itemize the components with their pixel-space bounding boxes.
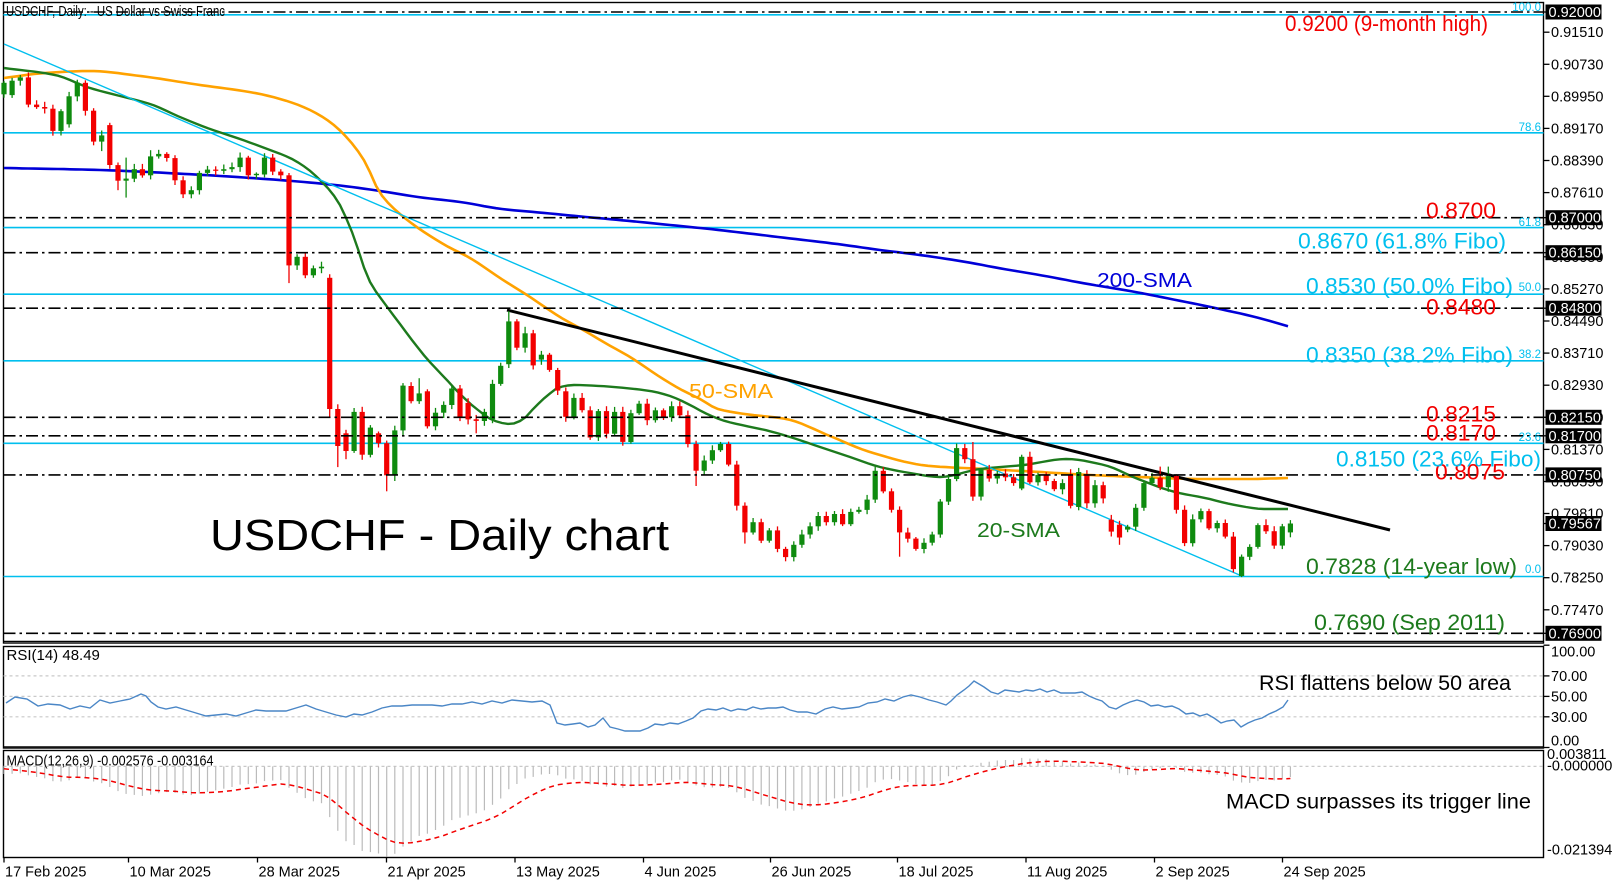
svg-text:0.79030: 0.79030	[1551, 539, 1603, 555]
svg-text:0.8530 (50.0% Fibo): 0.8530 (50.0% Fibo)	[1306, 274, 1513, 299]
svg-text:0.84800: 0.84800	[1549, 301, 1601, 317]
svg-text:0.83710: 0.83710	[1551, 346, 1603, 362]
svg-text:0.89170: 0.89170	[1551, 121, 1603, 137]
svg-text:0.89950: 0.89950	[1551, 89, 1603, 105]
svg-text:USDCHF, Daily: - US Dollar vs: USDCHF, Daily: - US Dollar vs Swiss Fran…	[6, 3, 225, 20]
svg-text:0.87610: 0.87610	[1551, 186, 1603, 202]
svg-text:0.76900: 0.76900	[1549, 626, 1601, 642]
svg-text:17 Feb 2025: 17 Feb 2025	[5, 865, 86, 881]
svg-text:0.82930: 0.82930	[1551, 378, 1603, 394]
svg-text:23.6: 23.6	[1519, 432, 1541, 444]
svg-text:0.8215: 0.8215	[1426, 402, 1496, 427]
svg-text:50-SMA: 50-SMA	[689, 380, 773, 403]
svg-text:0.81370: 0.81370	[1551, 442, 1603, 458]
svg-text:0.85270: 0.85270	[1551, 282, 1603, 298]
svg-text:0.90730: 0.90730	[1551, 57, 1603, 73]
svg-text:24 Sep 2025: 24 Sep 2025	[1284, 865, 1366, 881]
svg-text:78.6: 78.6	[1519, 122, 1541, 134]
svg-text:0.8075: 0.8075	[1435, 459, 1505, 484]
svg-text:10 Mar 2025: 10 Mar 2025	[130, 865, 211, 881]
svg-text:28 Mar 2025: 28 Mar 2025	[259, 865, 340, 881]
svg-text:MACD surpasses its trigger lin: MACD surpasses its trigger line	[1226, 790, 1531, 814]
svg-text:0.7690 (Sep 2011): 0.7690 (Sep 2011)	[1314, 610, 1505, 635]
svg-text:0.91510: 0.91510	[1551, 25, 1603, 41]
svg-text:26 Jun 2025: 26 Jun 2025	[772, 865, 852, 881]
svg-text:61.8: 61.8	[1519, 217, 1541, 229]
svg-text:0.8150 (23.6% Fibo): 0.8150 (23.6% Fibo)	[1336, 447, 1541, 472]
svg-text:0.9200 (9-month high): 0.9200 (9-month high)	[1285, 11, 1488, 36]
svg-text:0.78250: 0.78250	[1551, 571, 1603, 587]
svg-text:2 Sep 2025: 2 Sep 2025	[1156, 865, 1230, 881]
svg-text:50.0: 50.0	[1519, 282, 1541, 294]
svg-text:0.82150: 0.82150	[1549, 410, 1601, 426]
svg-text:0.003811: 0.003811	[1547, 747, 1606, 763]
svg-text:13 May 2025: 13 May 2025	[516, 865, 600, 881]
svg-text:0.87000: 0.87000	[1549, 211, 1601, 227]
svg-text:RSI flattens below 50 area: RSI flattens below 50 area	[1259, 671, 1511, 695]
svg-text:MACD(12,26,9) -0.002576 -0.003: MACD(12,26,9) -0.002576 -0.003164	[7, 753, 214, 770]
svg-text:0.79567: 0.79567	[1549, 517, 1601, 533]
svg-text:0.0: 0.0	[1525, 564, 1541, 576]
svg-text:0.84490: 0.84490	[1551, 314, 1603, 330]
svg-text:0.8480: 0.8480	[1426, 295, 1496, 320]
svg-text:100.00: 100.00	[1551, 645, 1595, 661]
svg-text:0.7828 (14-year low): 0.7828 (14-year low)	[1306, 554, 1517, 579]
svg-text:0.81700: 0.81700	[1549, 429, 1601, 445]
svg-text:20-SMA: 20-SMA	[977, 519, 1060, 542]
svg-text:0.8700: 0.8700	[1426, 198, 1496, 223]
svg-text:0.8170: 0.8170	[1426, 420, 1496, 445]
svg-text:0.88390: 0.88390	[1551, 154, 1603, 170]
svg-text:18 Jul 2025: 18 Jul 2025	[899, 865, 974, 881]
svg-text:-0.021394: -0.021394	[1547, 843, 1612, 859]
svg-text:4 Jun 2025: 4 Jun 2025	[645, 865, 717, 881]
svg-text:30.00: 30.00	[1551, 710, 1587, 726]
svg-text:50.00: 50.00	[1551, 690, 1587, 706]
svg-text:0.92000: 0.92000	[1549, 5, 1601, 21]
svg-text:0.8670 (61.8% Fibo): 0.8670 (61.8% Fibo)	[1298, 228, 1506, 253]
svg-text:0.86150: 0.86150	[1549, 246, 1601, 262]
svg-text:0.77470: 0.77470	[1551, 603, 1603, 619]
svg-text:0.80750: 0.80750	[1549, 468, 1601, 484]
svg-text:38.2: 38.2	[1519, 349, 1541, 361]
svg-text:21 Apr 2025: 21 Apr 2025	[388, 865, 466, 881]
svg-text:-0.000000: -0.000000	[1547, 759, 1612, 775]
svg-text:RSI(14) 48.49: RSI(14) 48.49	[7, 647, 100, 664]
svg-text:0.8350 (38.2% Fibo): 0.8350 (38.2% Fibo)	[1306, 343, 1513, 368]
svg-text:11 Aug 2025: 11 Aug 2025	[1027, 865, 1107, 881]
svg-text:USDCHF - Daily chart: USDCHF - Daily chart	[210, 511, 669, 560]
svg-text:100.0: 100.0	[1512, 2, 1541, 14]
svg-text:200-SMA: 200-SMA	[1097, 269, 1192, 292]
svg-text:70.00: 70.00	[1551, 669, 1587, 685]
svg-text:0.00: 0.00	[1551, 733, 1579, 749]
